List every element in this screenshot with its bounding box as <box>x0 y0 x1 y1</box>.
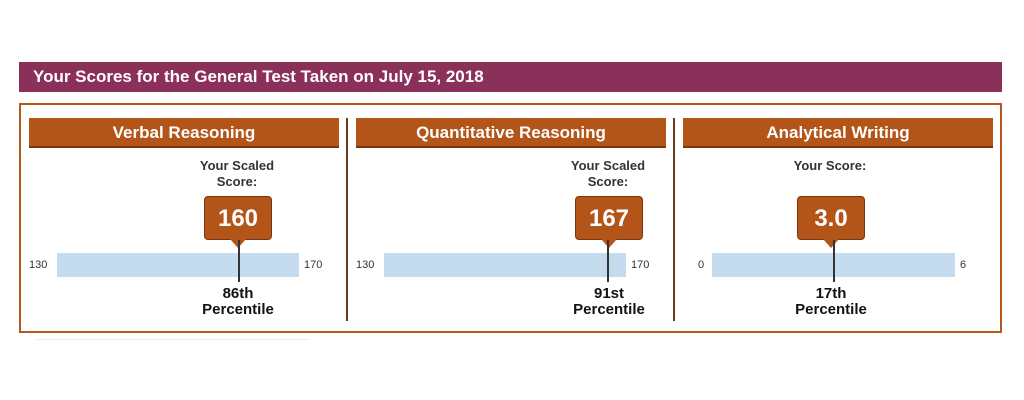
percentile-rank: 86th <box>222 285 254 302</box>
scores-title-banner: Your Scores for the General Test Taken o… <box>19 62 1002 92</box>
scale-max-label: 170 <box>304 259 323 271</box>
percentile-word: Percentile <box>795 301 867 318</box>
scale-max-label: 6 <box>960 259 967 271</box>
percentile-rank: 91st <box>593 285 625 302</box>
scaled-score-badge: 167 <box>575 196 643 248</box>
scaled-score-badge: 160 <box>204 196 272 248</box>
section-divider <box>346 118 348 321</box>
score-marker <box>832 240 835 282</box>
score-scale-bar <box>57 253 299 277</box>
scale-max-label: 170 <box>631 259 650 271</box>
scale-min-label: 0 <box>698 259 705 271</box>
scale-min-label: 130 <box>29 259 48 271</box>
section-title: Quantitative Reasoning <box>356 118 666 148</box>
section-divider <box>673 118 675 321</box>
percentile-rank: 17th <box>815 285 847 302</box>
score-label: Your Score: <box>793 158 867 173</box>
scores-frame <box>19 103 1002 333</box>
footer-rule <box>36 339 310 340</box>
section-title: Analytical Writing <box>683 118 993 148</box>
analytical-writing-panel: Analytical Writing Your Score: 3.0 0 6 1… <box>683 116 993 326</box>
score-marker <box>237 240 240 282</box>
score-label: Your Scaled Score: <box>570 158 646 189</box>
score-label: Your Scaled Score: <box>199 158 275 189</box>
score-marker <box>606 240 609 282</box>
score-badge: 3.0 <box>797 196 865 248</box>
score-scale-bar <box>384 253 626 277</box>
scale-min-label: 130 <box>356 259 375 271</box>
section-title: Verbal Reasoning <box>29 118 339 148</box>
percentile-word: Percentile <box>573 301 645 318</box>
percentile-text: 91st Percentile <box>554 286 664 318</box>
verbal-reasoning-panel: Verbal Reasoning Your Scaled Score: 160 … <box>29 116 339 326</box>
quantitative-reasoning-panel: Quantitative Reasoning Your Scaled Score… <box>356 116 666 326</box>
percentile-text: 17th Percentile <box>776 286 886 318</box>
percentile-word: Percentile <box>202 301 274 318</box>
percentile-text: 86th Percentile <box>183 286 293 318</box>
